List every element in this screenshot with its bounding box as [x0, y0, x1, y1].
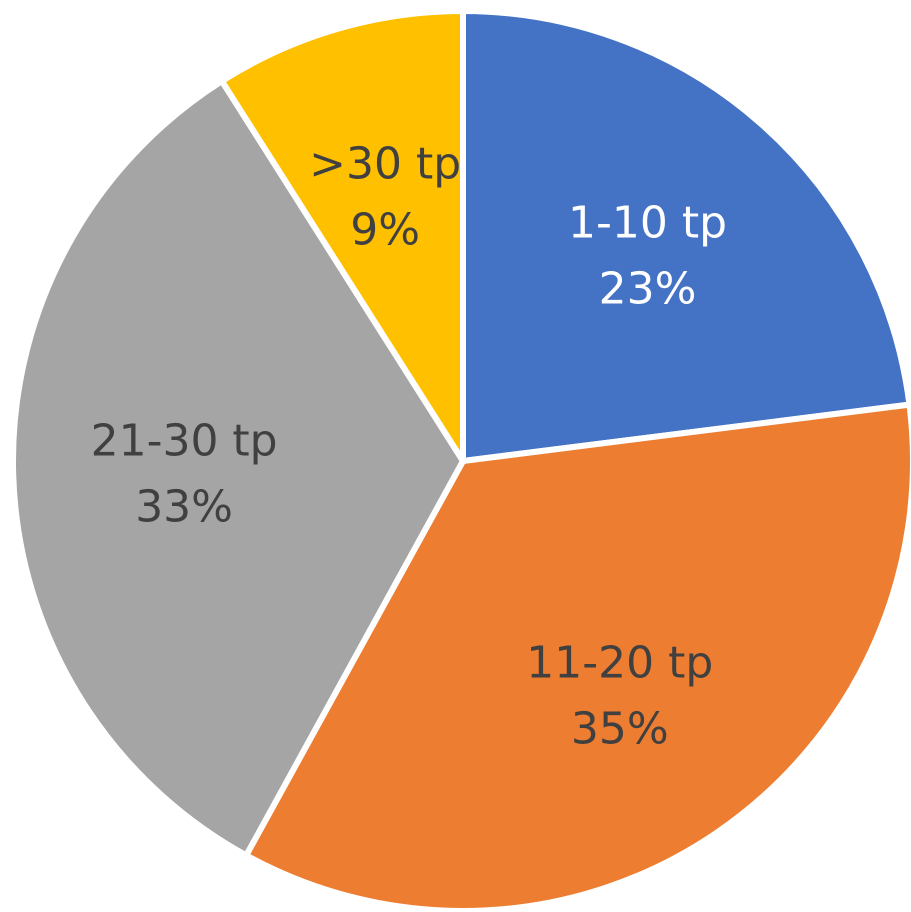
pie-slice-4 — [218, 8, 466, 464]
pie-slice-percent: 23% — [599, 263, 697, 314]
pie-slice-category: 11-20 tp — [526, 637, 713, 688]
pie-labels: 1-10 tp 23% 11-20 tp 35% 21-30 tp 33% >30 tp 9% — [91, 139, 727, 755]
pie-slice-percent: 33% — [135, 481, 233, 532]
pie-slice-category: 21-30 tp — [91, 415, 278, 466]
pie-slice-1 — [460, 8, 911, 464]
pie-slice-label-4: >30 tp 9% — [309, 139, 461, 256]
pie-slice-category: 1-10 tp — [568, 197, 727, 248]
pie-slice-percent: 35% — [571, 703, 669, 754]
pie-slice-label-3: 21-30 tp 33% — [91, 415, 278, 532]
pie-slice-category: >30 tp — [309, 139, 461, 190]
pie-slice-percent: 9% — [350, 205, 420, 256]
pie-slice-label-2: 11-20 tp 35% — [526, 637, 713, 754]
pie-slice-label-1: 1-10 tp 23% — [568, 197, 727, 314]
pie-slices — [10, 8, 911, 912]
pie-slice-3 — [10, 78, 466, 859]
pie-slice-2 — [243, 401, 911, 912]
